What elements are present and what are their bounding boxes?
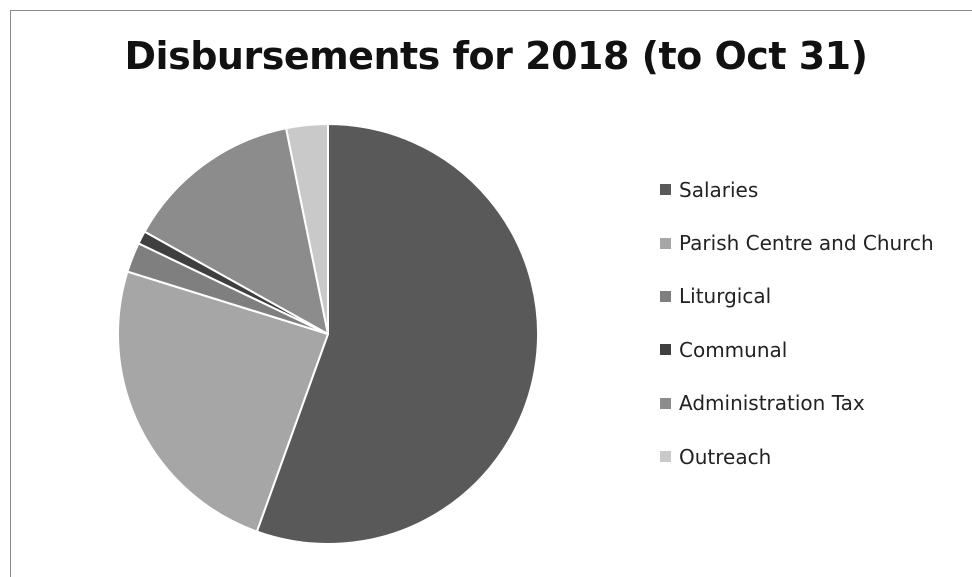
legend-label: Outreach: [679, 444, 772, 469]
legend-swatch: [660, 451, 671, 463]
pie-slices: [117, 123, 539, 545]
legend-label: Liturgical: [679, 284, 772, 309]
legend-swatch: [660, 344, 671, 356]
legend-item-outreach: Outreach: [660, 430, 934, 483]
legend-swatch: [660, 290, 671, 302]
legend-swatch: [660, 237, 671, 249]
legend-label: Communal: [679, 337, 788, 362]
legend-label: Administration Tax: [679, 391, 865, 416]
pie-slice-administration-tax: [143, 127, 329, 335]
legend-item-liturgical: Liturgical: [660, 270, 934, 323]
pie-slice-parish-centre-and-church: [117, 270, 329, 533]
legend-label: Parish Centre and Church: [679, 231, 934, 256]
pie-slice-salaries: [255, 123, 539, 545]
legend-item-administration-tax: Administration Tax: [660, 377, 934, 430]
pie-slice-outreach: [285, 123, 329, 335]
legend-item-salaries: Salaries: [660, 163, 934, 216]
chart-title: Disbursements for 2018 (to Oct 31): [124, 34, 868, 78]
legend-swatch: [660, 184, 671, 196]
legend-swatch: [660, 397, 671, 409]
legend: Salaries Parish Centre and Church Liturgic…: [660, 163, 934, 483]
legend-label: Salaries: [679, 177, 759, 202]
legend-item-parish-centre-and-church: Parish Centre and Church: [660, 216, 934, 269]
legend-item-communal: Communal: [660, 323, 934, 376]
